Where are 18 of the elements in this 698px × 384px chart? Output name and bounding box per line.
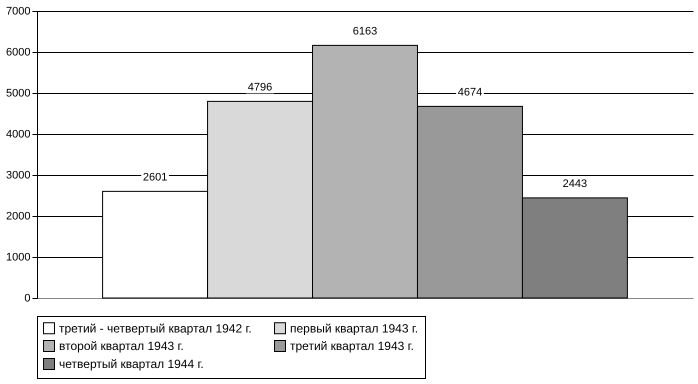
y-tick-label: 3000: [6, 170, 30, 182]
data-label: 4796: [248, 81, 272, 94]
legend-label: четвертый квартал 1944 г.: [59, 357, 204, 371]
y-tick-label: 4000: [6, 128, 30, 140]
data-label: 2443: [562, 178, 588, 190]
y-tick-label: 0: [24, 292, 30, 304]
y-tick-label: 1000: [6, 252, 30, 264]
data-label: 2601: [142, 171, 168, 184]
y-tick-label: 5000: [6, 88, 30, 100]
y-tick-label: 2000: [6, 210, 30, 222]
data-label: 6163: [352, 25, 378, 38]
legend-label: второй квартал 1943 г.: [59, 339, 184, 353]
legend-label: третий - четвертый квартал 1942 г.: [59, 321, 252, 336]
legend-label: первый квартал 1943 г.: [290, 321, 418, 336]
data-label: 4674: [458, 86, 482, 98]
legend-label: третий квартал 1943 г.: [290, 339, 414, 353]
y-tick-label: 6000: [6, 46, 30, 58]
y-tick-label: 7000: [6, 6, 30, 18]
